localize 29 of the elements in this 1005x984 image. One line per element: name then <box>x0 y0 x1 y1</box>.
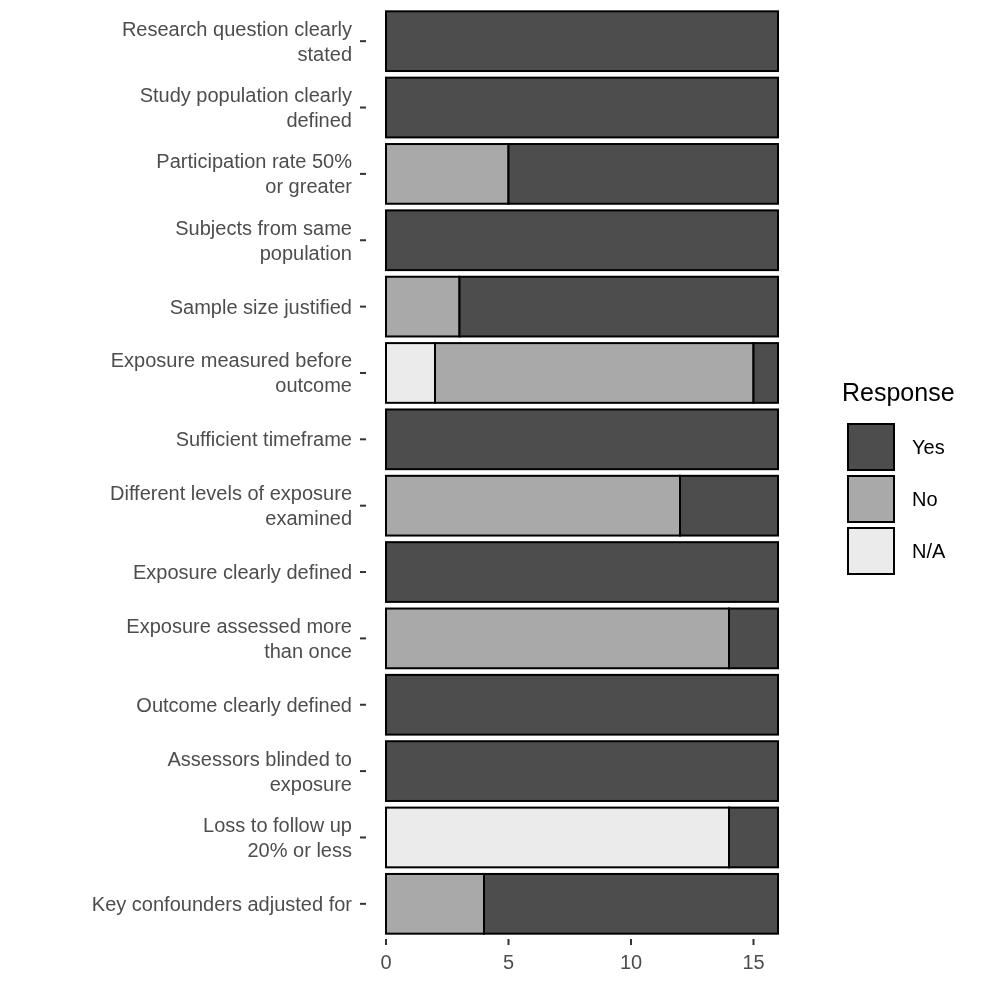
legend-label: N/A <box>912 540 946 562</box>
bar <box>385 541 779 603</box>
x-tick-label: 0 <box>380 951 392 973</box>
bar <box>385 740 779 802</box>
bar <box>385 408 779 471</box>
bar <box>385 209 779 272</box>
x-tick-label: 15 <box>742 951 765 973</box>
y-tick-label: Sample size justified <box>169 295 352 318</box>
y-tick-label: Study population clearly defined <box>139 84 352 132</box>
legend-title: Response <box>842 378 955 406</box>
legend-label: Yes <box>912 436 945 458</box>
x-tick-label: 10 <box>619 951 643 973</box>
y-tick-label: Exposure assessed more than once <box>126 614 352 662</box>
bar <box>385 10 779 73</box>
y-tick-label: Different levels of exposure examined <box>110 482 352 530</box>
y-tick-label: Key confounders adjusted for <box>91 892 353 915</box>
y-tick-label: Exposure clearly defined <box>132 561 352 584</box>
y-tick-label: Subjects from same population <box>175 216 352 264</box>
bar <box>385 673 779 736</box>
y-tick-label: Participation rate 50% or greater <box>156 150 353 198</box>
y-tick-label: Loss to follow up 20% or less <box>203 813 352 861</box>
y-tick-label: Exposure measured before outcome <box>110 349 352 397</box>
y-tick-label: Sufficient timeframe <box>175 428 352 451</box>
y-tick-label: Assessors blinded to exposure <box>167 747 352 795</box>
legend-label: No <box>912 488 938 510</box>
y-tick-label: Outcome clearly defined <box>136 693 352 716</box>
x-tick-label: 5 <box>502 951 515 973</box>
y-tick-label: Research question clearly stated <box>121 17 352 65</box>
bar <box>385 76 779 139</box>
